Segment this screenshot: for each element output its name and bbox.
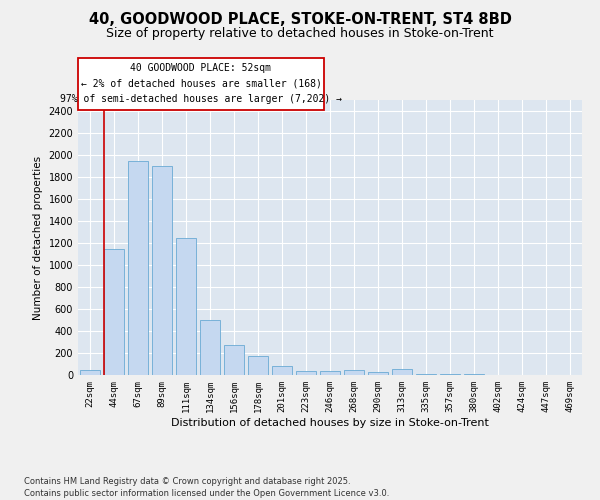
Text: 40 GOODWOOD PLACE: 52sqm
← 2% of detached houses are smaller (168)
97% of semi-d: 40 GOODWOOD PLACE: 52sqm ← 2% of detache…	[60, 63, 342, 104]
Bar	[104, 248, 124, 375]
Bar	[224, 346, 244, 375]
Bar	[464, 374, 484, 375]
X-axis label: Distribution of detached houses by size in Stoke-on-Trent: Distribution of detached houses by size …	[171, 418, 489, 428]
Bar	[200, 320, 220, 375]
Bar	[344, 370, 364, 375]
Text: Size of property relative to detached houses in Stoke-on-Trent: Size of property relative to detached ho…	[106, 28, 494, 40]
Bar	[320, 371, 340, 375]
Text: 40, GOODWOOD PLACE, STOKE-ON-TRENT, ST4 8BD: 40, GOODWOOD PLACE, STOKE-ON-TRENT, ST4 …	[89, 12, 511, 28]
Bar	[296, 371, 316, 375]
Bar	[80, 370, 100, 375]
Bar	[152, 166, 172, 375]
Bar	[440, 374, 460, 375]
Bar	[128, 160, 148, 375]
Text: Contains HM Land Registry data © Crown copyright and database right 2025.
Contai: Contains HM Land Registry data © Crown c…	[24, 476, 389, 498]
Y-axis label: Number of detached properties: Number of detached properties	[33, 156, 43, 320]
Bar	[272, 366, 292, 375]
Bar	[416, 374, 436, 375]
Bar	[368, 372, 388, 375]
Bar	[248, 356, 268, 375]
Bar	[392, 369, 412, 375]
Bar	[176, 238, 196, 375]
